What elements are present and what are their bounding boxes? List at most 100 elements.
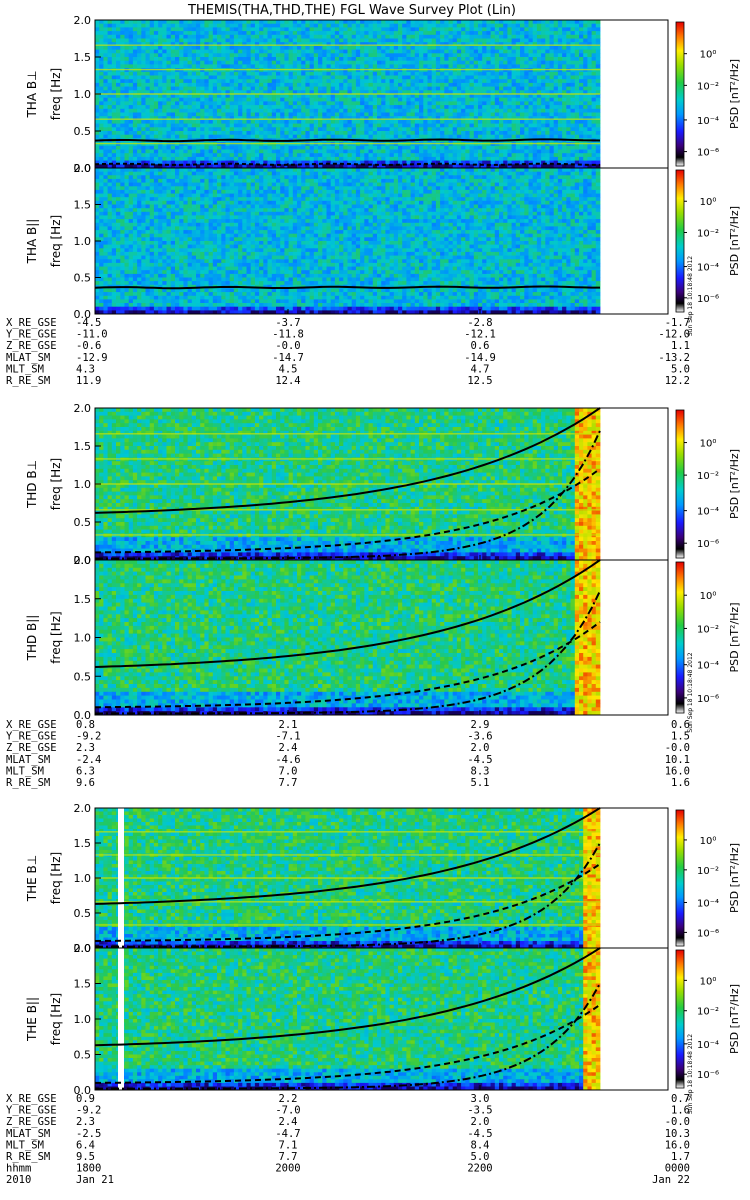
- spectrogram-cell: [301, 105, 306, 110]
- spectrogram-cell: [225, 127, 231, 132]
- spectrogram-cell: [301, 49, 306, 54]
- spectrogram-cell: [587, 101, 592, 106]
- spectrogram-cell: [410, 23, 416, 28]
- spectrogram-cell: [250, 45, 256, 50]
- spectrogram-cell: [280, 101, 285, 106]
- spectrogram-cell: [175, 127, 180, 132]
- spectrogram-cell: [355, 79, 361, 84]
- spectrogram-cell: [377, 164, 382, 169]
- spectrogram-cell: [196, 42, 201, 47]
- spectrogram-cell: [414, 112, 420, 117]
- spectrogram-cell: [305, 49, 310, 54]
- spectrogram-cell: [301, 156, 306, 161]
- spectrogram-cell: [393, 97, 399, 102]
- spectrogram-cell: [111, 108, 117, 113]
- spectrogram-cell: [242, 156, 247, 161]
- spectrogram-cell: [549, 90, 555, 95]
- spectrogram-cell: [444, 101, 449, 106]
- spectrogram-cell: [490, 82, 496, 87]
- spectrogram-cell: [524, 86, 529, 91]
- spectrogram-cell: [259, 82, 264, 87]
- spectrogram-cell: [440, 31, 445, 36]
- spectrogram-cell: [511, 112, 517, 117]
- spectrogram-cell: [532, 90, 538, 95]
- spectrogram-cell: [313, 49, 319, 54]
- spectrogram-cell: [381, 164, 386, 169]
- spectrogram-cell: [250, 134, 256, 139]
- spectrogram-cell: [217, 164, 222, 169]
- spectrogram-cell: [591, 101, 597, 106]
- spectrogram-cell: [444, 60, 449, 65]
- spectrogram-cell: [536, 94, 542, 99]
- spectrogram-cell: [503, 90, 508, 95]
- spectrogram-cell: [297, 27, 302, 32]
- spectrogram-cell: [263, 64, 268, 69]
- spectrogram-cell: [250, 53, 256, 58]
- spectrogram-cell: [309, 79, 315, 84]
- spectrogram-cell: [271, 134, 277, 139]
- spectrogram-cell: [385, 156, 390, 161]
- spectrogram-cell: [389, 23, 395, 28]
- spectrogram-cell: [212, 27, 218, 32]
- spectrogram-cell: [393, 79, 399, 84]
- spectrogram-cell: [99, 60, 104, 65]
- spectrogram-cell: [452, 116, 458, 121]
- spectrogram-cell: [225, 31, 231, 36]
- spectrogram-cell: [276, 131, 281, 136]
- spectrogram-cell: [452, 123, 458, 128]
- figure-title: THEMIS(THA,THD,THE) FGL Wave Survey Plot…: [187, 3, 516, 18]
- spectrogram-cell: [284, 90, 289, 95]
- spectrogram-cell: [435, 42, 441, 47]
- spectrogram-cell: [187, 153, 193, 158]
- spectrogram-cell: [305, 90, 310, 95]
- spectrogram-cell: [520, 31, 525, 36]
- spectrogram-cell: [339, 49, 344, 54]
- spectrogram-cell: [330, 75, 336, 80]
- spectrogram-cell: [225, 94, 231, 99]
- spectrogram-cell: [591, 31, 597, 36]
- spectrogram-cell: [423, 20, 428, 25]
- spectrogram-cell: [149, 97, 155, 102]
- spectrogram-cell: [435, 123, 441, 128]
- spectrogram-cell: [410, 57, 416, 62]
- spectrogram-cell: [444, 82, 449, 87]
- spectrogram-cell: [301, 86, 306, 91]
- spectrogram-cell: [494, 86, 500, 91]
- spectrogram-cell: [124, 75, 130, 80]
- spectrogram-cell: [499, 105, 504, 110]
- spectrogram-cell: [398, 49, 403, 54]
- spectrogram-cell: [95, 94, 100, 99]
- spectrogram-cell: [393, 57, 399, 62]
- spectrogram-cell: [360, 164, 365, 169]
- spectrogram-cell: [170, 149, 176, 154]
- spectrogram-cell: [271, 34, 277, 39]
- spectrogram-cell: [259, 64, 264, 69]
- spectrogram-cell: [566, 42, 571, 47]
- spectrogram-cell: [318, 57, 323, 62]
- spectrogram-cell: [229, 57, 235, 62]
- spectrogram-cell: [250, 160, 256, 165]
- spectrogram-cell: [254, 27, 260, 32]
- spectrogram-cell: [423, 164, 428, 169]
- spectrogram-cell: [128, 49, 134, 54]
- spectrogram-cell: [398, 53, 403, 58]
- spectrogram-cell: [591, 149, 597, 154]
- spectrogram-cell: [381, 160, 386, 165]
- spectrogram-cell: [170, 108, 176, 113]
- spectrogram-cell: [574, 123, 580, 128]
- spectrogram-cell: [225, 23, 231, 28]
- spectrogram-cell: [402, 38, 407, 43]
- spectrogram-cell: [175, 160, 180, 165]
- spectrogram-cell: [322, 168, 327, 172]
- spectrogram-cell: [204, 71, 209, 76]
- spectrogram-cell: [355, 105, 361, 110]
- spectrogram-cell: [423, 31, 428, 36]
- spectrogram-cell: [427, 31, 433, 36]
- spectrogram-cell: [276, 156, 281, 161]
- spectrogram-cell: [116, 34, 121, 39]
- spectrogram-cell: [482, 105, 487, 110]
- spectrogram-cell: [292, 97, 298, 102]
- spectrogram-cell: [557, 116, 563, 121]
- spectrogram-cell: [343, 105, 348, 110]
- spectrogram-cell: [322, 64, 327, 69]
